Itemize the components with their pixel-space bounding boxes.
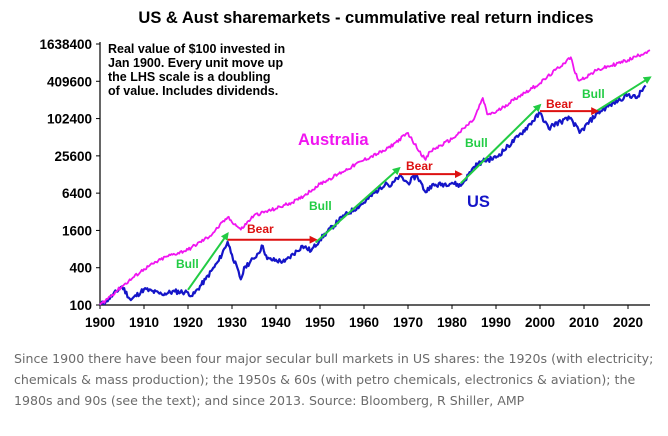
bull-arrow — [314, 166, 401, 244]
x-tick-label: 1970 — [393, 315, 423, 330]
x-tick-label: 1920 — [173, 315, 203, 330]
x-tick-label: 1950 — [305, 315, 335, 330]
y-tick-label: 409600 — [47, 74, 92, 89]
chart: US & Aust sharemarkets - cummulative rea… — [39, 9, 652, 330]
bull-label: Bull — [309, 199, 332, 213]
market-arrows — [187, 76, 652, 291]
x-tick-label: 1990 — [481, 315, 511, 330]
chart-title: US & Aust sharemarkets - cummulative rea… — [138, 9, 593, 27]
x-tick-label: 1900 — [85, 315, 115, 330]
x-tick-label: 2020 — [613, 315, 643, 330]
x-tick-label: 2000 — [525, 315, 555, 330]
annotation-text: Real value of $100 invested in Jan 1900.… — [108, 42, 289, 98]
x-tick-label: 1930 — [217, 315, 247, 330]
y-tick-label: 1600 — [62, 223, 92, 238]
x-tick-label: 1940 — [261, 315, 291, 330]
bull-arrow — [460, 103, 542, 184]
annotation-line: Jan 1900. Every unit move up — [108, 56, 283, 70]
bull-arrow — [187, 232, 229, 291]
y-tick-label: 25600 — [54, 149, 92, 164]
annotation-line: the LHS scale is a doubling — [108, 70, 271, 84]
x-tick-label: 2010 — [569, 315, 599, 330]
bull-label: Bull — [465, 136, 488, 150]
y-tick-label: 102400 — [47, 112, 92, 127]
bull-label: Bull — [582, 87, 605, 101]
bull-arrow — [596, 76, 652, 112]
y-tick-label: 6400 — [62, 186, 92, 201]
x-tick-label: 1910 — [129, 315, 159, 330]
bear-label: Bear — [546, 97, 573, 111]
bull-bear-labels: Bull Bull Bull Bull Bear Bear Bear — [176, 87, 605, 271]
annotation-line: Real value of $100 invested in — [108, 42, 285, 56]
x-axis: 1900 1910 1920 1930 1940 1950 1960 1970 1980 1990… — [85, 304, 650, 330]
series-layer — [99, 49, 651, 306]
australia-series-line — [99, 49, 651, 306]
y-tick-label: 1638400 — [39, 37, 92, 52]
us-series-line — [99, 84, 647, 306]
chart-caption: Since 1900 there have been four major se… — [14, 351, 654, 408]
bull-label: Bull — [176, 257, 199, 271]
australia-series-label: Australia — [298, 131, 369, 149]
bear-label: Bear — [406, 159, 433, 173]
y-tick-label: 400 — [69, 261, 92, 276]
us-series-label: US — [467, 193, 490, 211]
x-tick-label: 1980 — [437, 315, 467, 330]
bear-label: Bear — [247, 222, 274, 236]
annotation-line: of value. Includes dividends. — [108, 84, 278, 98]
y-axis: 100 400 1600 6400 25600 102400 409600 1638400 — [39, 37, 101, 313]
x-tick-label: 1960 — [349, 315, 379, 330]
y-tick-label: 100 — [69, 298, 92, 313]
